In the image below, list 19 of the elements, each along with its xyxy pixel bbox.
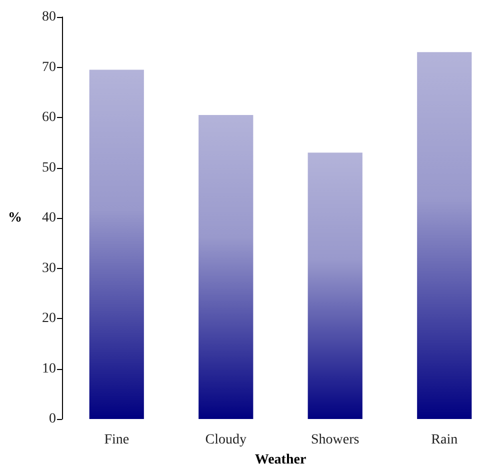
x-tick-label: Showers — [311, 432, 360, 448]
y-tick-label: 0 — [49, 412, 56, 426]
bar — [198, 114, 254, 419]
y-tick-label: 80 — [42, 10, 56, 24]
bar — [417, 52, 472, 419]
x-tick-label: Cloudy — [205, 432, 246, 448]
y-tick-label: 30 — [42, 260, 56, 276]
y-tick-label: 50 — [42, 160, 56, 176]
x-axis-title: Weather — [254, 452, 306, 468]
y-tick-label: 10 — [42, 361, 56, 376]
y-tick-label: 70 — [42, 60, 56, 75]
y-tick-label: 20 — [42, 311, 56, 326]
bar — [89, 70, 144, 419]
y-tick-label: 40 — [42, 210, 56, 226]
x-tick-label: Rain — [431, 432, 458, 448]
y-tick-label: 60 — [42, 110, 56, 125]
y-axis-title: % — [8, 210, 22, 226]
bar — [308, 152, 362, 419]
x-tick-label: Fine — [104, 432, 130, 448]
